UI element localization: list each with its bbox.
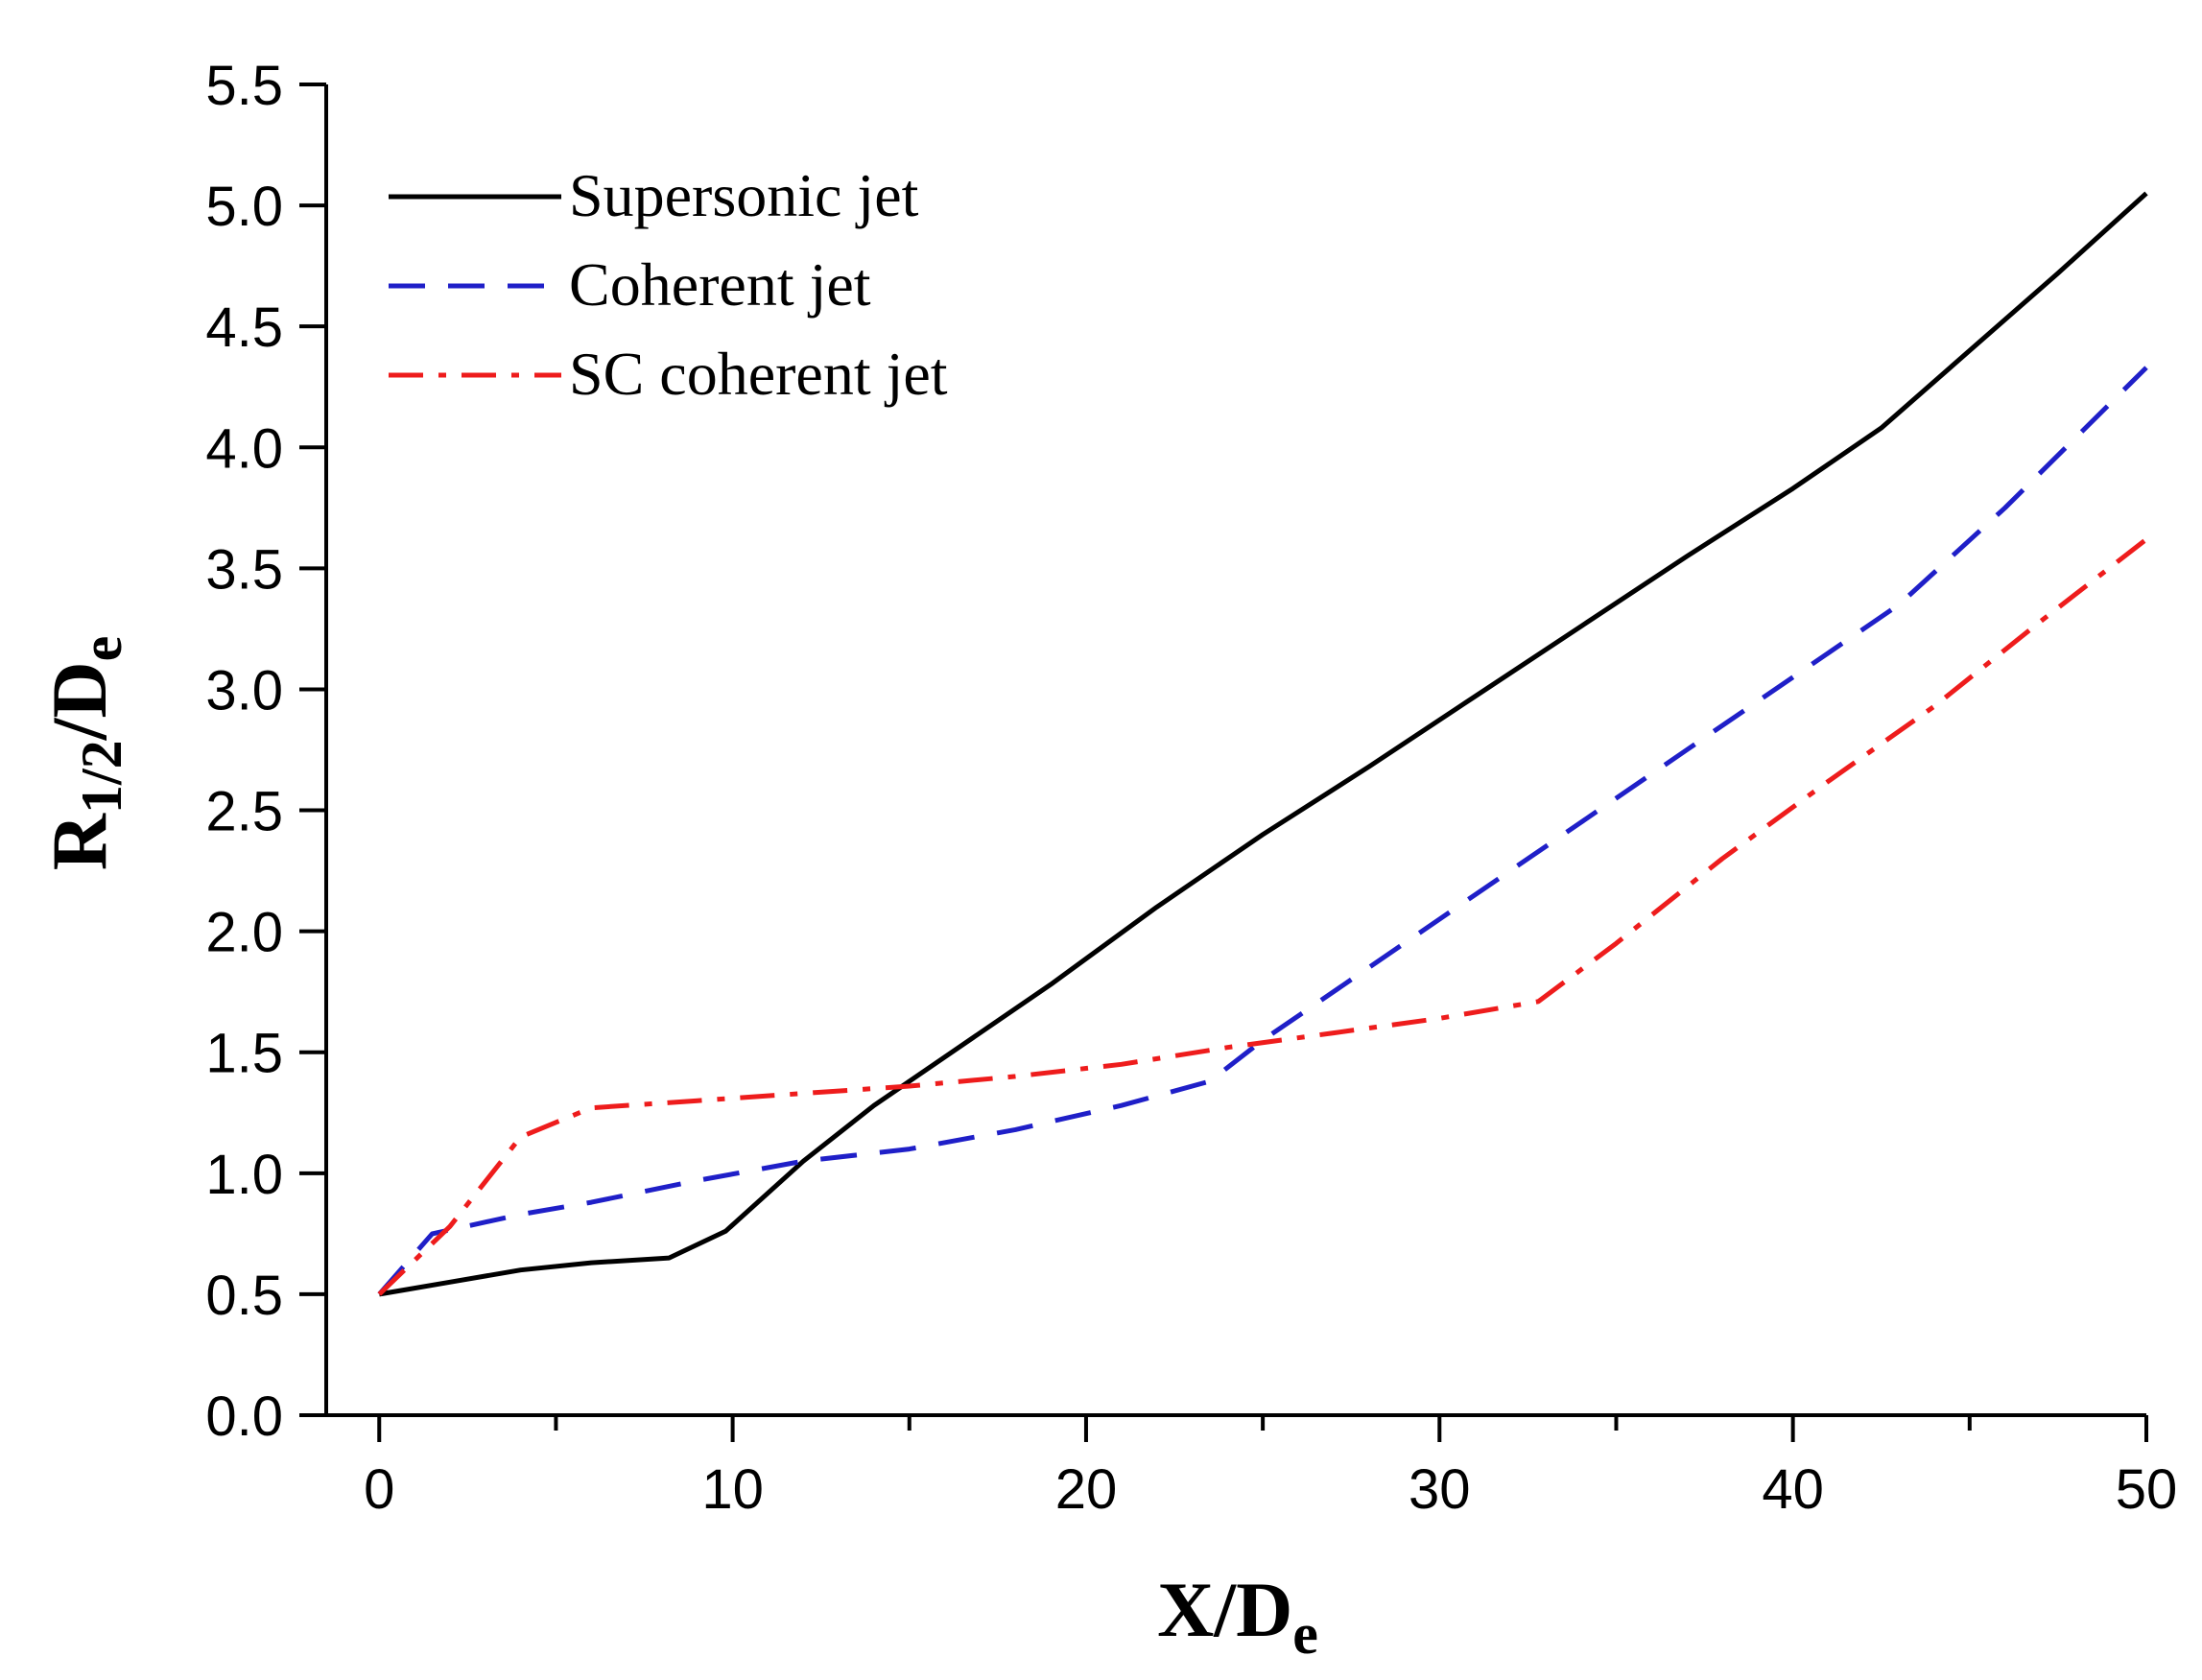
x-axis-title-main: X/D [1157,1566,1292,1653]
legend-label: Coherent jet [569,250,871,319]
x-axis-title: X/De [1157,1566,1318,1666]
x-tick-label: 40 [1762,1458,1824,1521]
y-tick-label: 0.5 [205,1265,283,1327]
y-axis-title-main: R [36,813,123,870]
y-tick-label: 1.0 [205,1144,283,1206]
y-tick-label: 5.0 [205,176,283,238]
y-axis-title-sub2: e [70,636,133,662]
y-tick-label: 2.0 [205,902,283,964]
y-tick-label: 3.5 [205,538,283,601]
x-tick-label: 0 [364,1458,394,1521]
y-tick-label: 5.5 [205,55,283,117]
x-ticks: 0 10 20 30 40 50 [364,1415,2177,1521]
legend: Supersonic jet Coherent jet SC coherent je… [389,161,948,408]
x-tick-label: 30 [1409,1458,1471,1521]
y-axis-title: R1/2/De [36,636,133,871]
axes [324,84,2146,1417]
legend-label: SC coherent jet [569,340,948,408]
y-axis-title-sub1: 1/2 [70,740,133,814]
y-tick-label: 2.5 [205,781,283,843]
series-line-coherent-jet [377,366,2148,1296]
legend-label: Supersonic jet [569,161,919,229]
x-tick-label: 10 [701,1458,764,1521]
x-tick-label: 20 [1055,1458,1118,1521]
y-ticks: 0.0 0.5 1.0 1.5 2.0 2.5 3.0 3.5 4.0 4.5 5.0 5.5 [205,55,326,1448]
y-tick-label: 4.0 [205,417,283,480]
x-tick-label: 50 [2116,1458,2178,1521]
y-tick-label: 0.0 [205,1385,283,1448]
y-tick-label: 4.5 [205,296,283,359]
series-line-sc-coherent-jet [377,537,2148,1296]
y-tick-label: 3.0 [205,659,283,722]
series-lines [377,191,2148,1297]
y-tick-label: 1.5 [205,1023,283,1085]
y-axis-title-mid: /D [36,661,123,741]
series-line-supersonic-jet [378,191,2148,1297]
x-axis-title-sub: e [1292,1602,1318,1666]
